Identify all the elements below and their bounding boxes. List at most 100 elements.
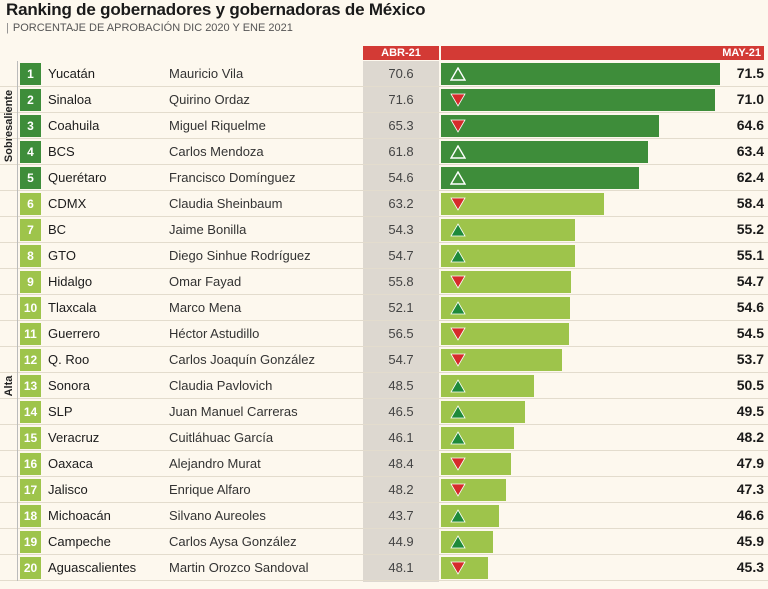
state-name: Guerrero <box>48 326 101 341</box>
governor-name: Carlos Joaquín González <box>169 352 315 367</box>
governor-name: Omar Fayad <box>169 274 242 289</box>
rank-badge: 5 <box>20 167 41 189</box>
previous-value: 48.4 <box>388 456 414 471</box>
rank-badge: 13 <box>20 375 41 397</box>
arrow-up-icon <box>450 249 466 263</box>
table-row: 14 SLP Juan Manuel Carreras 46.5 49.5 <box>0 399 768 425</box>
table-row: 1 Yucatán Mauricio Vila 70.6 71.5 <box>0 61 768 87</box>
governor-name: Juan Manuel Carreras <box>169 404 298 419</box>
previous-value: 54.7 <box>388 248 414 263</box>
state-name: Sonora <box>48 378 90 393</box>
current-value: 54.7 <box>736 273 764 289</box>
rank-badge: 14 <box>20 401 41 423</box>
governor-name: Carlos Mendoza <box>169 144 264 159</box>
previous-values-column <box>363 61 439 582</box>
state-name: Aguascalientes <box>48 560 137 575</box>
rank-badge: 8 <box>20 245 41 267</box>
current-value: 53.7 <box>736 351 764 367</box>
table-row: 7 BC Jaime Bonilla 54.3 55.2 <box>0 217 768 243</box>
group-divider-line <box>17 61 18 581</box>
rank-badge: 10 <box>20 297 41 319</box>
governor-name: Quirino Ordaz <box>169 92 250 107</box>
state-name: Tlaxcala <box>48 300 97 315</box>
approval-bar <box>441 193 604 215</box>
approval-bar <box>441 245 575 267</box>
arrow-down-icon <box>450 275 466 289</box>
arrow-down-icon <box>450 561 466 575</box>
state-name: Jalisco <box>48 482 88 497</box>
previous-value: 54.7 <box>388 352 414 367</box>
previous-value: 52.1 <box>388 300 414 315</box>
table-row: 15 Veracruz Cuitláhuac García 46.1 48.2 <box>0 425 768 451</box>
table-row: 19 Campeche Carlos Aysa González 44.9 45.9 <box>0 529 768 555</box>
table-row: 12 Q. Roo Carlos Joaquín González 54.7 53.7 <box>0 347 768 373</box>
rank-badge: 19 <box>20 531 41 553</box>
approval-bar <box>441 531 494 553</box>
current-value: 45.9 <box>736 533 764 549</box>
governor-name: Enrique Alfaro <box>169 482 251 497</box>
table-row: 11 Guerrero Héctor Astudillo 56.5 54.5 <box>0 321 768 347</box>
current-value: 49.5 <box>736 403 764 419</box>
governor-name: Cuitláhuac García <box>169 430 274 445</box>
state-name: Querétaro <box>48 170 107 185</box>
arrow-up-icon <box>450 535 466 549</box>
rank-badge: 20 <box>20 557 41 579</box>
state-name: Yucatán <box>48 66 95 81</box>
governor-name: Mauricio Vila <box>169 66 244 81</box>
table-row: 2 Sinaloa Quirino Ordaz 71.6 71.0 <box>0 87 768 113</box>
arrow-up-icon <box>450 405 466 419</box>
governor-name: Miguel Riquelme <box>169 118 266 133</box>
arrow-up-icon <box>450 67 466 81</box>
rank-badge: 15 <box>20 427 41 449</box>
arrow-down-icon <box>450 483 466 497</box>
arrow-down-icon <box>450 327 466 341</box>
current-value: 58.4 <box>736 195 764 211</box>
rank-badge: 2 <box>20 89 41 111</box>
previous-value: 56.5 <box>388 326 414 341</box>
arrow-up-icon <box>450 431 466 445</box>
arrow-up-icon <box>450 509 466 523</box>
state-name: SLP <box>48 404 73 419</box>
previous-value: 71.6 <box>388 92 414 107</box>
previous-value: 46.5 <box>388 404 414 419</box>
subtitle-divider: | <box>6 22 9 34</box>
state-name: CDMX <box>48 196 87 211</box>
chart-title: Ranking de gobernadores y gobernadoras d… <box>6 0 426 19</box>
table-row: 18 Michoacán Silvano Aureoles 43.7 46.6 <box>0 503 768 529</box>
rank-badge: 4 <box>20 141 41 163</box>
approval-bar <box>441 141 648 163</box>
previous-value: 65.3 <box>388 118 414 133</box>
table-row: 3 Coahuila Miguel Riquelme 65.3 64.6 <box>0 113 768 139</box>
governor-name: Francisco Domínguez <box>169 170 296 185</box>
approval-bar <box>441 297 571 319</box>
table-row: 17 Jalisco Enrique Alfaro 48.2 47.3 <box>0 477 768 503</box>
subtitle-text: PORCENTAJE DE APROBACIÓN DIC 2020 Y ENE … <box>12 22 293 34</box>
table-row: 13 Sonora Claudia Pavlovich 48.5 50.5 <box>0 373 768 399</box>
rank-badge: 18 <box>20 505 41 527</box>
table-row: 6 CDMX Claudia Sheinbaum 63.2 58.4 <box>0 191 768 217</box>
state-name: GTO <box>48 248 76 263</box>
chart-subtitle: | PORCENTAJE DE APROBACIÓN DIC 2020 Y ENE… <box>6 22 293 34</box>
approval-bar <box>441 167 640 189</box>
approval-bar <box>441 219 576 241</box>
rank-badge: 9 <box>20 271 41 293</box>
arrow-down-icon <box>450 457 466 471</box>
current-value: 55.1 <box>736 247 764 263</box>
previous-value: 43.7 <box>388 508 414 523</box>
previous-value: 54.3 <box>388 222 414 237</box>
arrow-down-icon <box>450 353 466 367</box>
state-name: Sinaloa <box>48 92 92 107</box>
arrow-down-icon <box>450 119 466 133</box>
table-row: 10 Tlaxcala Marco Mena 52.1 54.6 <box>0 295 768 321</box>
rank-badge: 17 <box>20 479 41 501</box>
approval-bar <box>441 349 563 371</box>
table-row: 16 Oaxaca Alejandro Murat 48.4 47.9 <box>0 451 768 477</box>
table-row: 5 Querétaro Francisco Domínguez 54.6 62.4 <box>0 165 768 191</box>
governor-name: Diego Sinhue Rodríguez <box>169 248 311 263</box>
rank-badge: 3 <box>20 115 41 137</box>
previous-value: 61.8 <box>388 144 414 159</box>
governor-name: Silvano Aureoles <box>169 508 266 523</box>
table-row: 8 GTO Diego Sinhue Rodríguez 54.7 55.1 <box>0 243 768 269</box>
arrow-up-icon <box>450 145 466 159</box>
state-name: Campeche <box>48 534 111 549</box>
